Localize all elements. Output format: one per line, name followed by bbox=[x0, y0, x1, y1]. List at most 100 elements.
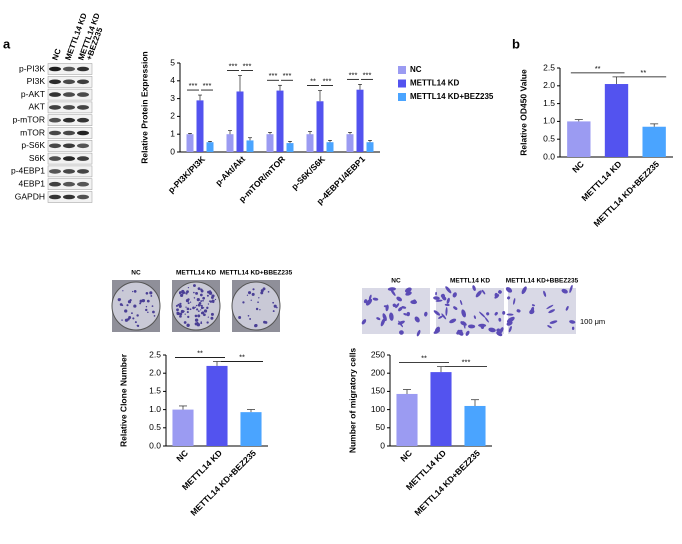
y-tick-label: 50 bbox=[376, 422, 386, 432]
y-tick-label: 250 bbox=[371, 349, 385, 359]
colony bbox=[200, 309, 202, 311]
cell bbox=[467, 324, 476, 329]
cell bbox=[398, 320, 404, 328]
cell bbox=[513, 297, 516, 305]
blot-band bbox=[77, 79, 89, 85]
cell bbox=[478, 323, 487, 328]
colony bbox=[180, 309, 185, 314]
colony bbox=[175, 304, 179, 307]
cell bbox=[561, 288, 568, 294]
colony bbox=[194, 306, 197, 308]
panel-label: a bbox=[3, 36, 11, 51]
cell bbox=[507, 296, 511, 300]
cell bbox=[363, 299, 368, 304]
bar bbox=[326, 142, 334, 152]
cell bbox=[403, 313, 408, 316]
colony bbox=[200, 289, 204, 293]
colony bbox=[196, 323, 201, 327]
x-tick-label: p-PI3K/PI3K bbox=[166, 153, 208, 195]
colony bbox=[276, 306, 278, 309]
cell bbox=[433, 310, 441, 316]
cell bbox=[401, 306, 407, 309]
cell bbox=[505, 287, 513, 293]
legend-swatch bbox=[398, 79, 406, 88]
cell bbox=[445, 307, 448, 316]
colony bbox=[242, 301, 245, 304]
y-axis-label: Relative OD450 Value bbox=[518, 69, 528, 156]
bar bbox=[464, 405, 486, 446]
colony bbox=[151, 305, 154, 308]
colony bbox=[132, 290, 134, 293]
colony bbox=[202, 296, 206, 300]
significance-label: *** bbox=[363, 70, 372, 79]
cell bbox=[404, 287, 412, 293]
colony bbox=[264, 321, 268, 324]
cell bbox=[494, 311, 498, 316]
bar bbox=[306, 134, 314, 152]
colony bbox=[203, 309, 208, 313]
cell bbox=[516, 309, 521, 313]
bar bbox=[567, 121, 591, 157]
colony bbox=[210, 312, 214, 316]
cell bbox=[438, 315, 444, 319]
colony bbox=[194, 318, 199, 322]
legend-swatch bbox=[398, 66, 406, 74]
colony bbox=[197, 287, 201, 291]
x-tick-label: p-S6K/S6K bbox=[289, 153, 327, 191]
bar bbox=[240, 412, 262, 446]
colony bbox=[186, 323, 190, 327]
colony bbox=[179, 315, 182, 318]
blot-band bbox=[63, 181, 75, 187]
bar bbox=[316, 101, 324, 152]
significance-label: ** bbox=[310, 77, 316, 86]
significance-label: *** bbox=[323, 77, 332, 86]
cell bbox=[444, 303, 450, 306]
colony bbox=[192, 284, 196, 287]
colony bbox=[150, 295, 153, 297]
colony bbox=[195, 291, 198, 295]
colony bbox=[211, 296, 214, 299]
row-label: PI3K bbox=[27, 76, 46, 86]
colony bbox=[153, 315, 156, 317]
x-tick-label: NC bbox=[174, 448, 190, 464]
legend-label: METTL14 KD+BEZ235 bbox=[410, 92, 494, 101]
significance-label: ** bbox=[239, 353, 245, 362]
colony bbox=[211, 300, 215, 304]
cell bbox=[546, 304, 554, 310]
blot-band bbox=[49, 105, 61, 110]
cell bbox=[445, 286, 452, 294]
colony bbox=[189, 308, 192, 311]
colony bbox=[207, 316, 209, 318]
cell bbox=[395, 303, 400, 309]
colony bbox=[186, 311, 189, 314]
colony bbox=[184, 313, 186, 315]
colony bbox=[267, 290, 270, 293]
colony bbox=[199, 293, 203, 297]
cell bbox=[571, 326, 575, 330]
significance-label: ** bbox=[640, 68, 646, 77]
significance-label: *** bbox=[203, 81, 212, 90]
cell bbox=[414, 316, 420, 323]
colony bbox=[200, 322, 203, 324]
colony bbox=[252, 288, 255, 291]
colony bbox=[197, 310, 200, 313]
cell bbox=[453, 306, 458, 310]
cell bbox=[452, 292, 457, 298]
colony bbox=[247, 314, 250, 317]
colony bbox=[136, 314, 139, 317]
colony bbox=[207, 303, 210, 305]
cell bbox=[368, 294, 372, 301]
blot-band bbox=[63, 66, 75, 72]
colony bbox=[193, 291, 195, 294]
bar bbox=[346, 134, 354, 152]
cell bbox=[435, 299, 443, 302]
colony bbox=[134, 321, 137, 324]
significance-label: *** bbox=[269, 71, 278, 80]
cell bbox=[529, 309, 535, 315]
colony bbox=[179, 312, 183, 316]
y-tick-label: 1.5 bbox=[149, 386, 161, 396]
cell bbox=[449, 318, 457, 324]
image-caption: METTL14 KD bbox=[450, 278, 490, 285]
bar bbox=[396, 393, 418, 446]
y-tick-label: 5 bbox=[170, 57, 175, 67]
